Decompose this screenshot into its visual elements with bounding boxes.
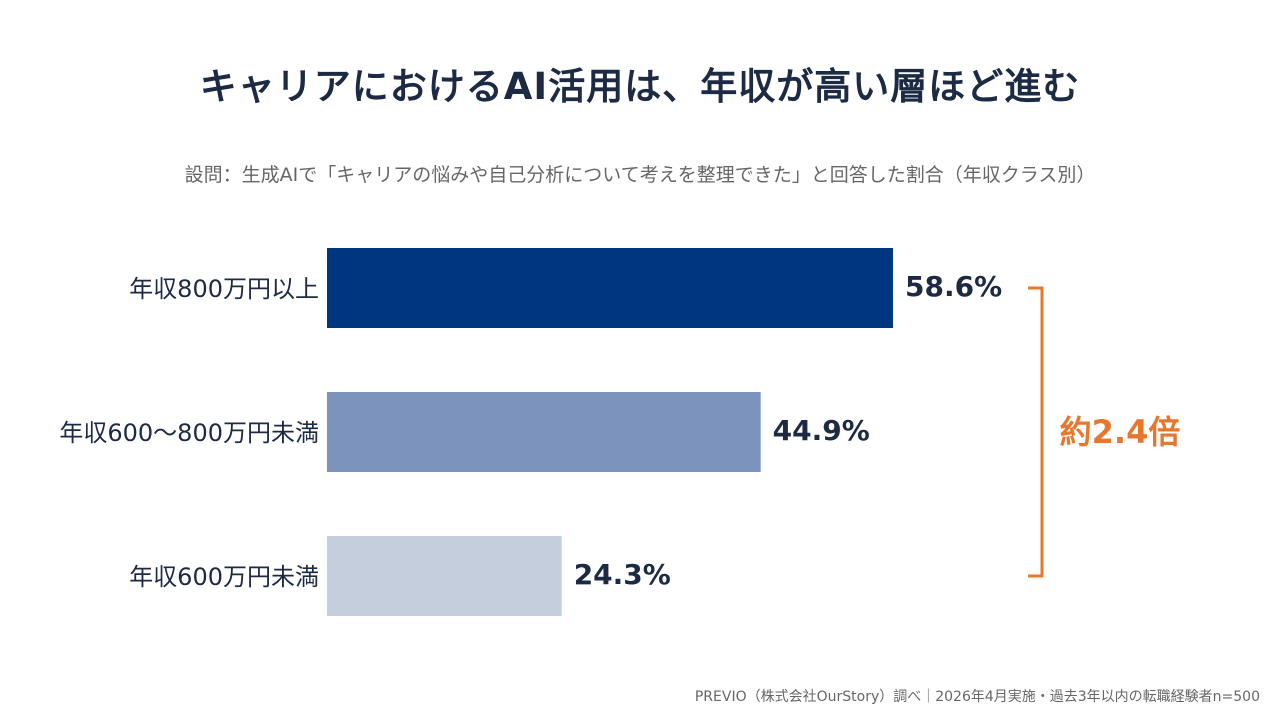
source-note: PREVIO（株式会社OurStory）調べ｜2026年4月実施・過去3年以内の… xyxy=(694,689,1260,705)
chart-title: キャリアにおけるAI活用は、年収が高い層ほど進む xyxy=(199,65,1081,108)
ratio-annotation: 約2.4倍 xyxy=(1060,413,1181,451)
bars-group: 年収800万円以上 58.6% 年収600〜800万円未満 44.9% 年収600万円未… xyxy=(59,248,1002,616)
category-label: 年収600〜800万円未満 xyxy=(59,419,319,447)
chart-subtitle: 設問：生成AIで「キャリアの悩みや自己分析について考えを整理できた」と回答した割… xyxy=(184,164,1096,186)
value-label: 24.3% xyxy=(574,558,671,591)
bar-1 xyxy=(327,392,761,472)
category-label: 年収800万円以上 xyxy=(129,275,319,303)
category-label: 年収600万円未満 xyxy=(129,563,319,591)
bar-2 xyxy=(327,536,562,616)
value-label: 44.9% xyxy=(773,414,870,447)
value-label: 58.6% xyxy=(905,270,1002,303)
bar-0 xyxy=(327,248,893,328)
ratio-bracket: 約2.4倍 xyxy=(1028,286,1181,578)
bracket-line xyxy=(1028,286,1044,578)
